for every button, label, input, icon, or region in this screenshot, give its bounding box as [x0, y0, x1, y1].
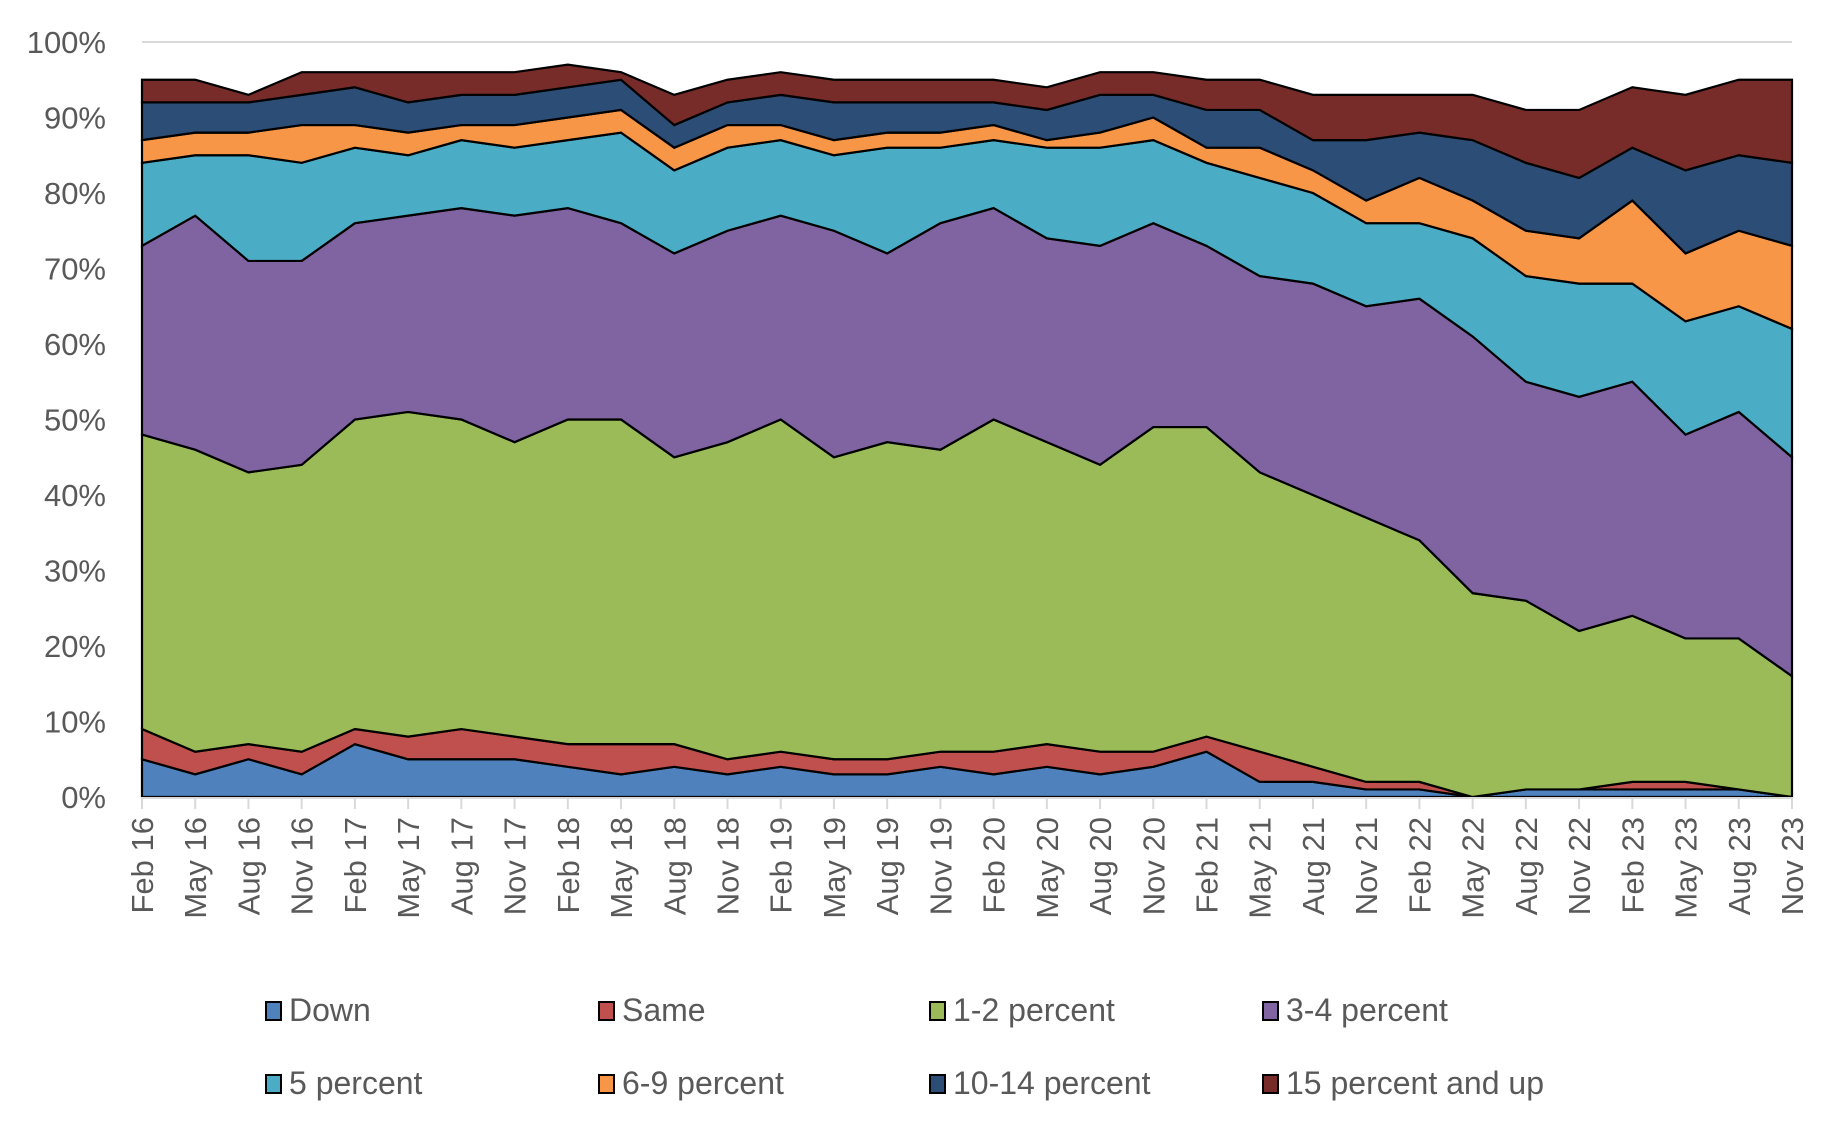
legend-label: 3-4 percent: [1286, 992, 1448, 1028]
x-tick-label: Aug 19: [870, 817, 905, 915]
legend-swatch-6-9-percent: [598, 1073, 615, 1094]
y-tick-label: 80%: [44, 176, 106, 211]
x-tick-label: Feb 22: [1402, 817, 1437, 914]
x-tick-label: Nov 23: [1775, 817, 1810, 915]
legend-item-1-2-percent[interactable]: 1-2 percent: [929, 992, 1115, 1029]
legend-swatch-3-4-percent: [1262, 1000, 1279, 1021]
area-15-percent-and-up: [140, 63, 1794, 180]
series-areas: [140, 63, 1794, 799]
legend-label: 6-9 percent: [622, 1065, 784, 1101]
x-tick-label: May 16: [178, 817, 213, 919]
x-tick-label: May 19: [817, 817, 852, 919]
x-tick-label: Nov 19: [923, 817, 958, 915]
legend-label: Same: [622, 992, 706, 1028]
x-tick-label: Feb 21: [1190, 817, 1225, 914]
x-tick-label: May 20: [1030, 817, 1065, 919]
x-tick-label: Feb 19: [764, 817, 799, 914]
x-tick-label: Aug 18: [657, 817, 692, 915]
x-tick-label: Nov 17: [498, 817, 533, 915]
legend-swatch-1-2-percent: [929, 1000, 946, 1021]
legend-item-down[interactable]: Down: [265, 992, 371, 1029]
x-tick-label: May 21: [1243, 817, 1278, 919]
legend-label: 1-2 percent: [953, 992, 1115, 1028]
axes: [141, 797, 1793, 809]
x-tick-label: Feb 23: [1615, 817, 1650, 914]
y-tick-label: 20%: [44, 629, 106, 664]
y-tick-label: 60%: [44, 327, 106, 362]
y-tick-label: 10%: [44, 705, 106, 740]
x-tick-label: Aug 23: [1722, 817, 1757, 915]
legend-swatch-15-percent-and-up: [1262, 1073, 1279, 1094]
x-tick-label: Nov 20: [1136, 817, 1171, 915]
x-tick-label: Nov 16: [285, 817, 320, 915]
legend-label: Down: [289, 992, 371, 1028]
x-tick-label: Aug 16: [231, 817, 266, 915]
y-tick-label: 100%: [27, 25, 106, 60]
x-tick-label: Nov 21: [1349, 817, 1384, 915]
y-tick-label: 0%: [61, 780, 106, 815]
legend-label: 10-14 percent: [953, 1065, 1151, 1101]
legend-item-3-4-percent[interactable]: 3-4 percent: [1262, 992, 1448, 1029]
x-tick-label: Nov 18: [710, 817, 745, 915]
x-tick-label: May 18: [604, 817, 639, 919]
y-tick-label: 90%: [44, 101, 106, 136]
x-axis-tick-labels: Feb 16 May 16 Aug 16 Nov 16 Feb 17 May 17 Aug …: [125, 817, 1810, 919]
legend-item-same[interactable]: Same: [598, 992, 706, 1029]
x-tick-label: Aug 20: [1083, 817, 1118, 915]
legend-swatch-5-percent: [265, 1073, 282, 1094]
y-tick-label: 30%: [44, 554, 106, 589]
legend-item-15-percent-and-up[interactable]: 15 percent and up: [1262, 1065, 1544, 1102]
x-tick-label: Aug 17: [444, 817, 479, 915]
y-axis-tick-labels: 0% 10% 20% 30% 40% 50% 60% 70% 80% 90% 100%: [27, 25, 106, 815]
x-tick-label: Aug 21: [1296, 817, 1331, 915]
legend-item-5-percent[interactable]: 5 percent: [265, 1065, 422, 1102]
x-tick-label: May 22: [1456, 817, 1491, 919]
legend-label: 15 percent and up: [1286, 1065, 1544, 1101]
legend-item-6-9-percent[interactable]: 6-9 percent: [598, 1065, 784, 1102]
legend-label: 5 percent: [289, 1065, 423, 1101]
legend-swatch-same: [598, 1000, 615, 1021]
y-tick-label: 70%: [44, 252, 106, 287]
x-tick-label: Feb 20: [977, 817, 1012, 914]
x-tick-label: Feb 18: [551, 817, 586, 914]
y-tick-label: 50%: [44, 403, 106, 438]
x-tick-label: Feb 16: [125, 817, 160, 914]
y-tick-label: 40%: [44, 478, 106, 513]
x-tick-label: Nov 22: [1562, 817, 1597, 915]
legend-swatch-10-14-percent: [929, 1073, 946, 1094]
legend-item-10-14-percent[interactable]: 10-14 percent: [929, 1065, 1150, 1102]
x-tick-label: Aug 22: [1509, 817, 1544, 915]
x-tick-label: May 23: [1669, 817, 1704, 919]
x-tick-label: Feb 17: [338, 817, 373, 914]
x-tick-label: May 17: [391, 817, 426, 919]
legend-swatch-down: [265, 1000, 282, 1021]
